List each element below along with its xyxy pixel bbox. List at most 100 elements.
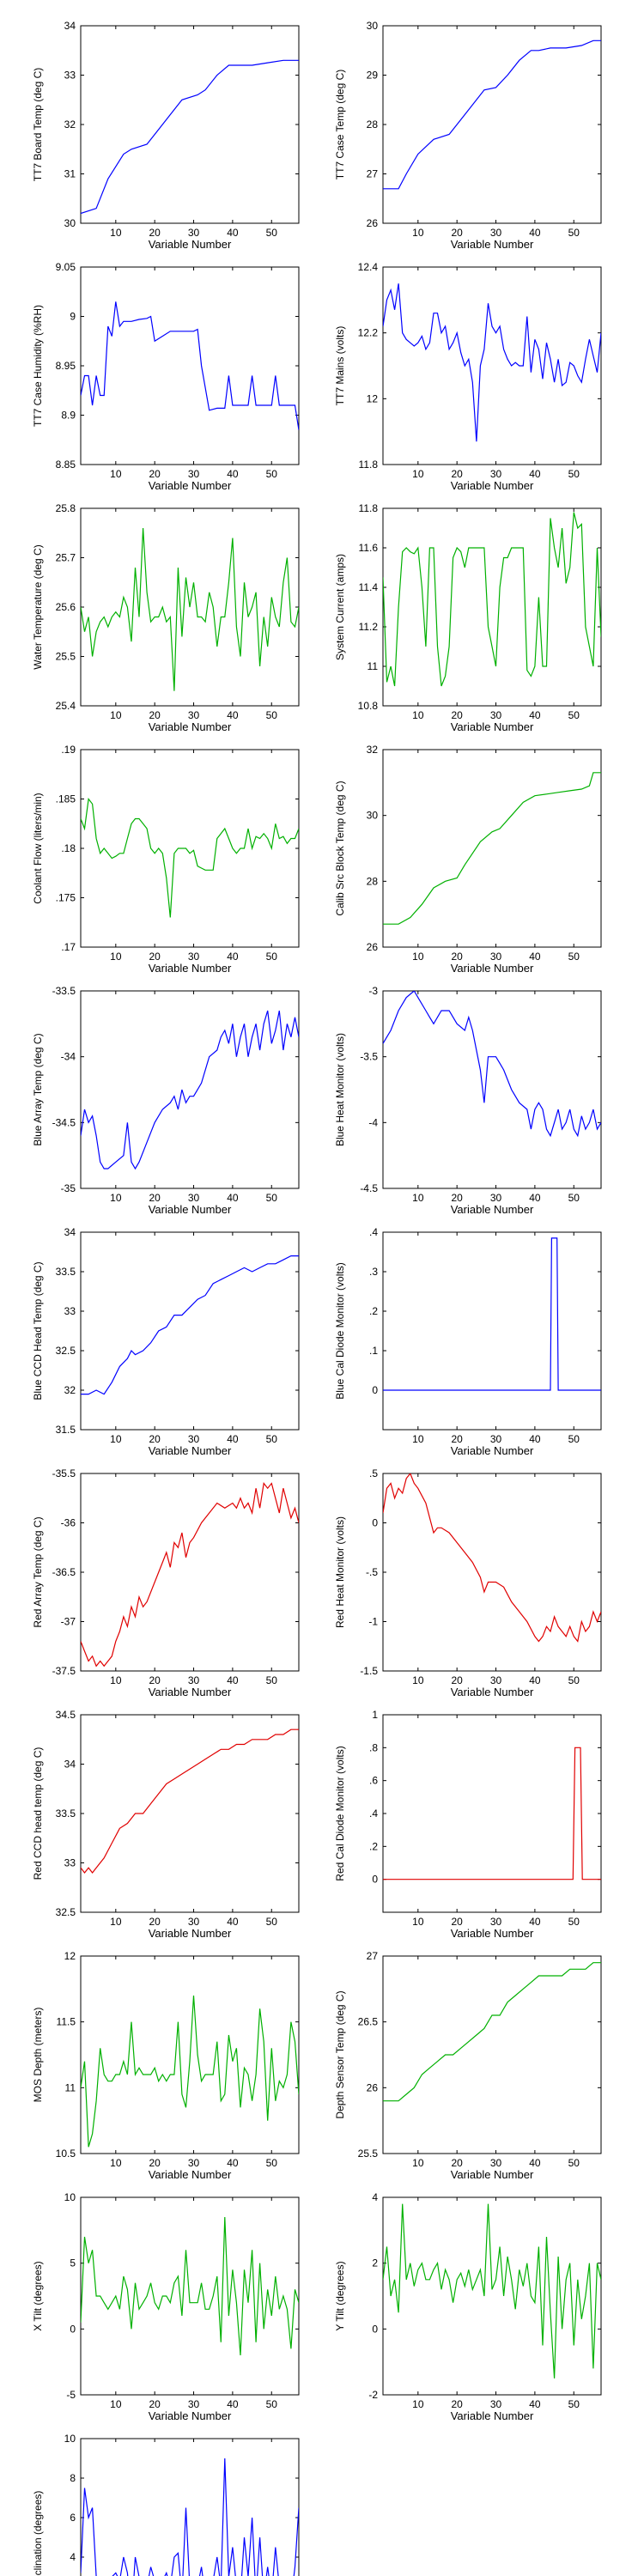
y-axis-label: X Tilt (degrees) bbox=[32, 2261, 44, 2330]
y-tick-label: 25.5 bbox=[56, 651, 76, 663]
x-tick-label: 30 bbox=[188, 709, 200, 721]
x-tick-label: 20 bbox=[149, 227, 161, 239]
x-tick-label: 50 bbox=[266, 1192, 278, 1204]
chart-panel: 10.8 11 11.2 11.4 11.6 11.8 10 20 30 40 50 Variable… bbox=[334, 502, 602, 733]
y-tick-label: 8 bbox=[70, 2472, 76, 2484]
y-tick-label: .4 bbox=[369, 1807, 378, 1820]
y-tick-label: 25.4 bbox=[56, 700, 76, 712]
y-tick-label: .19 bbox=[61, 744, 76, 756]
y-tick-label: 11 bbox=[65, 2081, 76, 2093]
x-tick-label: 40 bbox=[529, 951, 541, 963]
y-tick-label: 31.5 bbox=[56, 1424, 76, 1436]
y-tick-label: 11 bbox=[368, 660, 379, 672]
x-tick-label: 20 bbox=[451, 951, 463, 963]
x-tick-label: 20 bbox=[451, 2398, 463, 2410]
series-line bbox=[383, 1473, 601, 1643]
x-tick-label: 30 bbox=[490, 468, 502, 480]
y-tick-label: .18 bbox=[61, 842, 76, 854]
y-tick-label: 27 bbox=[367, 1950, 379, 1962]
x-tick-label: 40 bbox=[529, 1674, 541, 1686]
y-tick-label: 33.5 bbox=[56, 1807, 76, 1820]
x-tick-label: 20 bbox=[149, 2157, 161, 2169]
chart-panel: 32.5 33 33.5 34 34.5 10 20 30 40 50 Variable Numbe… bbox=[32, 1709, 300, 1940]
x-axis-label: Variable Number bbox=[451, 2168, 534, 2181]
y-axis-label: Coolant Flow (liters/min) bbox=[32, 793, 44, 903]
y-axis-label: Blue Heat Monitor (volts) bbox=[334, 1033, 346, 1146]
y-tick-label: 9 bbox=[70, 311, 76, 323]
x-tick-label: 20 bbox=[149, 1674, 161, 1686]
y-tick-label: 26.5 bbox=[358, 2016, 379, 2028]
series-line bbox=[383, 39, 601, 190]
y-tick-label: .5 bbox=[369, 1467, 378, 1479]
y-tick-label: -4.5 bbox=[360, 1182, 378, 1194]
y-tick-label: 34 bbox=[64, 20, 76, 32]
y-tick-label: .3 bbox=[369, 1266, 378, 1278]
series-line bbox=[81, 301, 299, 430]
x-axis-label: Variable Number bbox=[451, 2409, 534, 2422]
y-axis-label: System Current (amps) bbox=[334, 554, 346, 660]
y-tick-label: 33 bbox=[64, 1305, 76, 1317]
x-tick-label: 50 bbox=[568, 2398, 580, 2410]
x-tick-label: 40 bbox=[529, 468, 541, 480]
y-tick-label: 32.5 bbox=[56, 1906, 76, 1918]
y-axis-label: Blue Cal Diode Monitor (volts) bbox=[334, 1262, 346, 1399]
y-axis-label: Red CCD head temp (deg C) bbox=[32, 1747, 44, 1880]
x-tick-label: 30 bbox=[490, 227, 502, 239]
y-tick-label: 9.05 bbox=[56, 261, 76, 273]
y-tick-label: 12.4 bbox=[358, 261, 379, 273]
y-tick-label: 10 bbox=[64, 2191, 76, 2203]
x-tick-label: 40 bbox=[529, 709, 541, 721]
y-tick-label: 11.2 bbox=[359, 621, 379, 633]
x-tick-label: 20 bbox=[149, 709, 161, 721]
x-tick-label: 10 bbox=[412, 1433, 424, 1445]
x-tick-label: 20 bbox=[451, 227, 463, 239]
x-tick-label: 30 bbox=[490, 1674, 502, 1686]
y-tick-label: 28 bbox=[367, 118, 379, 131]
y-tick-label: 12 bbox=[367, 392, 379, 404]
x-tick-label: 30 bbox=[188, 2157, 200, 2169]
x-tick-label: 10 bbox=[110, 227, 122, 239]
y-tick-label: 0 bbox=[372, 1874, 378, 1886]
x-axis-label: Variable Number bbox=[149, 238, 232, 251]
x-axis-label: Variable Number bbox=[149, 2168, 232, 2181]
y-tick-label: 2 bbox=[372, 2257, 378, 2269]
y-tick-label: .2 bbox=[369, 1840, 378, 1852]
plot-frame bbox=[382, 507, 602, 707]
y-tick-label: -3.5 bbox=[360, 1051, 378, 1063]
y-tick-label: .175 bbox=[56, 892, 76, 904]
y-tick-label: 25.6 bbox=[56, 601, 76, 613]
x-tick-label: 40 bbox=[227, 2398, 239, 2410]
x-tick-label: 10 bbox=[110, 709, 122, 721]
x-tick-label: 50 bbox=[568, 227, 580, 239]
plot-frame bbox=[382, 749, 602, 948]
y-tick-label: -35 bbox=[61, 1182, 76, 1194]
series-line bbox=[81, 527, 299, 691]
x-axis-label: Variable Number bbox=[451, 479, 534, 492]
x-axis-label: Variable Number bbox=[149, 1203, 232, 1216]
series-line bbox=[81, 1010, 299, 1170]
y-tick-label: -37.5 bbox=[52, 1665, 76, 1677]
x-axis-label: Variable Number bbox=[149, 1686, 232, 1698]
y-tick-label: -33.5 bbox=[52, 985, 76, 997]
x-tick-label: 10 bbox=[412, 1916, 424, 1928]
x-tick-label: 10 bbox=[110, 2157, 122, 2169]
x-tick-label: 30 bbox=[188, 1433, 200, 1445]
series-line bbox=[81, 1728, 299, 1874]
x-tick-label: 50 bbox=[266, 1916, 278, 1928]
series-line bbox=[383, 1237, 601, 1391]
plot-frame bbox=[382, 266, 602, 465]
x-tick-label: 40 bbox=[227, 951, 239, 963]
x-tick-label: 40 bbox=[227, 1192, 239, 1204]
y-tick-label: 34 bbox=[64, 1759, 76, 1771]
plot-frame bbox=[382, 990, 602, 1189]
series-line bbox=[81, 2458, 299, 2576]
x-tick-label: 10 bbox=[412, 2157, 424, 2169]
x-tick-label: 40 bbox=[529, 2157, 541, 2169]
x-tick-label: 10 bbox=[110, 951, 122, 963]
y-tick-label: 32.5 bbox=[56, 1345, 76, 1357]
x-tick-label: 50 bbox=[568, 709, 580, 721]
x-tick-label: 20 bbox=[149, 951, 161, 963]
y-tick-label: 33.5 bbox=[56, 1266, 76, 1278]
y-tick-label: 10.8 bbox=[358, 700, 379, 712]
y-tick-label: -4 bbox=[368, 1116, 378, 1128]
